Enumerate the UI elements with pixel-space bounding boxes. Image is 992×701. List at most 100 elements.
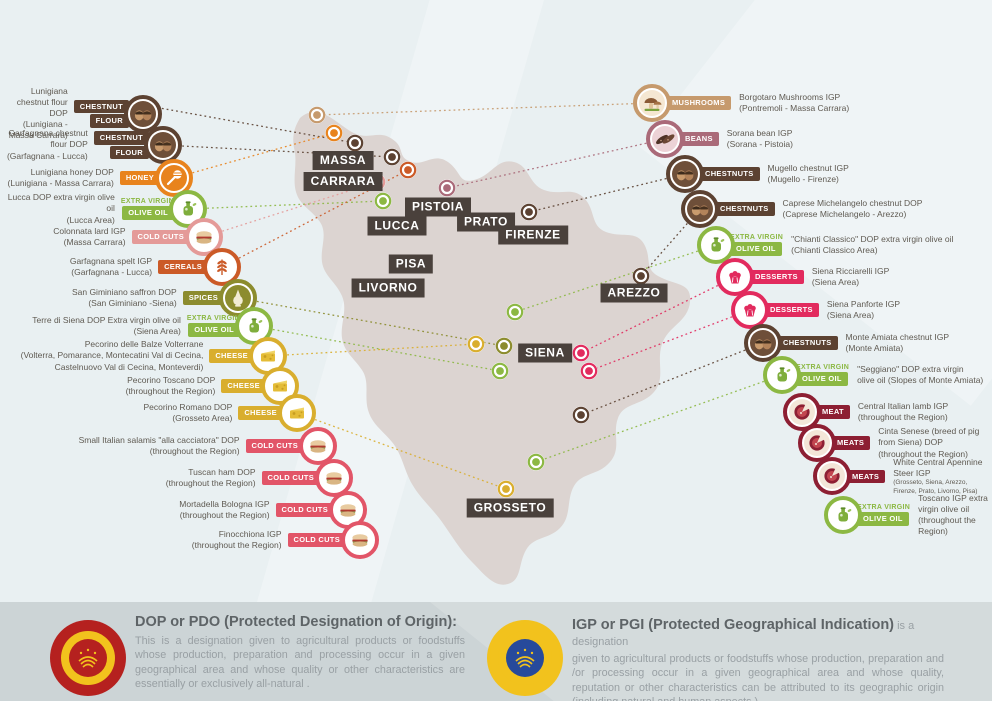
product-text: Pecorino delle Balze Volterrane (Volterra… bbox=[8, 339, 204, 372]
beans-icon bbox=[652, 126, 678, 152]
product-name: "Chianti Classico" DOP extra virgin oliv… bbox=[791, 233, 954, 244]
product-text: Caprese Michelangelo chestnut DOP (Capres… bbox=[783, 198, 923, 220]
category-tags: DESSERTS bbox=[749, 270, 804, 284]
city-label-text: GROSSETO bbox=[466, 498, 554, 518]
product-row: EXTRA VIRGIN OLIVE OIL "Seggiano" DOP extr… bbox=[763, 356, 983, 394]
category-tags: EXTRA VIRGIN OLIVE OIL bbox=[796, 364, 849, 386]
category-tags: EXTRA VIRGIN OLIVE OIL bbox=[857, 504, 910, 526]
product-text: Garfagnana chestnut flour DOP (Garfagnana… bbox=[0, 128, 88, 161]
product-text: Central Italian lamb IGP (throughout the … bbox=[858, 401, 948, 423]
igp-title: IGP or PGI (Protected Geographical Indic… bbox=[572, 617, 944, 650]
category-tag: CHEESE bbox=[209, 349, 254, 363]
city-label-livorno: LIVORNO bbox=[351, 278, 425, 298]
product-text: Pecorino Toscano DOP (throughout the Regi… bbox=[126, 375, 216, 397]
product-area: (throughout the Region) bbox=[125, 386, 216, 396]
category-tags: BEANS bbox=[679, 132, 719, 146]
category-tags: MUSHROOMS bbox=[666, 96, 732, 110]
category-tag: OLIVE OIL bbox=[796, 372, 848, 386]
igp-title-rest: is a designation bbox=[572, 620, 915, 648]
category-tag: CEREALS bbox=[158, 260, 208, 274]
product-text: Lunigiana chestnut flour DOP (Lunigiana -… bbox=[0, 86, 68, 141]
category-tag: EXTRA VIRGIN bbox=[857, 504, 911, 512]
product-text: Mortadella Bologna IGP (throughout the Re… bbox=[179, 499, 269, 521]
product-text: Small Italian salamis "alla cacciatora" … bbox=[79, 435, 240, 457]
category-tags: COLD CUTS bbox=[261, 471, 320, 485]
product-name: Tuscan ham DOP bbox=[188, 466, 256, 477]
category-tag: OLIVE OIL bbox=[857, 512, 909, 526]
oliveoil-icon bbox=[769, 362, 795, 388]
product-area: (Garfagnana - Lucca) bbox=[71, 267, 153, 277]
product-name: Cinta Senese (breed of pig from Siena) D… bbox=[878, 426, 980, 448]
category-tag: OLIVE OIL bbox=[188, 323, 240, 337]
category-tags: HONEY bbox=[119, 171, 160, 185]
category-tag: HONEY bbox=[119, 171, 160, 185]
product-text: Monte Amiata chestnut IGP (Monte Amiata) bbox=[846, 332, 949, 354]
coldcuts-icon bbox=[321, 465, 347, 491]
dop-title: DOP or PDO (Protected Designation of Ori… bbox=[135, 614, 457, 630]
product-name: Caprese Michelangelo chestnut DOP bbox=[782, 197, 923, 208]
product-row: CHESTNUTS Caprese Michelangelo chestnut D… bbox=[681, 190, 922, 228]
product-area: (Massa Carrara) bbox=[63, 237, 126, 247]
category-tag: OLIVE OIL bbox=[122, 206, 174, 220]
category-tag: COLD CUTS bbox=[245, 439, 304, 453]
meat-icon bbox=[789, 399, 815, 425]
product-area: (throughout the Region) bbox=[179, 510, 270, 520]
product-name: Siena Panforte IGP bbox=[826, 298, 901, 309]
badge-circle bbox=[824, 496, 862, 535]
city-label-siena: SIENA bbox=[518, 343, 572, 363]
product-name: Siena Ricciarelli IGP bbox=[811, 265, 890, 276]
dop-seal-core bbox=[69, 639, 107, 677]
badge-circle bbox=[783, 393, 821, 431]
dop-legend: DOP or PDO (Protected Designation of Ori… bbox=[135, 614, 465, 691]
product-area: (throughout the Region) bbox=[149, 446, 240, 456]
product-name: Garfagnana spelt IGP bbox=[69, 255, 153, 266]
product-name: White Central Apennine Steer IGP bbox=[893, 457, 983, 479]
category-tag: EXTRA VIRGIN bbox=[796, 364, 850, 372]
cheese-icon bbox=[267, 373, 293, 399]
dop-seal bbox=[50, 620, 126, 696]
category-tag: EXTRA VIRGIN bbox=[186, 315, 240, 323]
product-area: (Pontremoli - Massa Carrara) bbox=[739, 103, 850, 113]
city-label-pisa: PISA bbox=[388, 254, 434, 274]
product-area: (Sorana - Pistoia) bbox=[726, 139, 793, 149]
category-tag: CHEESE bbox=[221, 379, 266, 393]
product-text: San Giminiano saffron DOP (San Giminiano … bbox=[72, 287, 177, 309]
product-name: Lunigiana honey DOP bbox=[30, 166, 114, 177]
product-row: MEATS Cinta Senese (breed of pig from Sie… bbox=[798, 424, 992, 462]
city-label-grosseto: GROSSETO bbox=[466, 498, 554, 518]
category-tags: CHESTNUT FLOUR bbox=[73, 99, 129, 128]
coldcuts-icon bbox=[305, 433, 331, 459]
product-name: San Giminiano saffron DOP bbox=[71, 286, 177, 297]
coldcuts-icon bbox=[347, 527, 373, 553]
category-tags: EXTRA VIRGIN OLIVE OIL bbox=[730, 234, 783, 256]
product-row: MEAT Central Italian lamb IGP (throughout … bbox=[783, 393, 948, 431]
chestnut-icon bbox=[150, 132, 176, 158]
product-name: Pecorino Toscano DOP bbox=[127, 374, 216, 385]
product-text: Siena Panforte IGP (Siena Area) bbox=[827, 299, 900, 321]
category-tag: COLD CUTS bbox=[261, 471, 320, 485]
product-area: (throughout the Region) bbox=[918, 515, 976, 537]
category-tag: FLOUR bbox=[109, 145, 149, 159]
product-name: Monte Amiata chestnut IGP bbox=[845, 331, 950, 342]
mushrooms-icon bbox=[639, 90, 665, 116]
category-tag: EXTRA VIRGIN bbox=[730, 234, 784, 242]
igp-title-bold: IGP or PGI (Protected Geographical Indic… bbox=[572, 617, 895, 633]
igp-seal-core bbox=[506, 639, 544, 677]
product-area: (throughout the Region) bbox=[857, 412, 948, 422]
category-tags: MEATS bbox=[846, 469, 886, 484]
product-row: MUSHROOMS Borgotaro Mushrooms IGP (Pontrem… bbox=[633, 84, 849, 122]
product-row: Pecorino Toscano DOP (throughout the Regi… bbox=[0, 367, 299, 405]
category-tag: CHEESE bbox=[238, 406, 283, 420]
dop-seal-ring bbox=[61, 631, 115, 685]
oliveoil-icon bbox=[830, 502, 856, 529]
cheese-icon bbox=[284, 400, 310, 426]
product-row: MEATS White Central Apennine Steer IGP (Gr… bbox=[813, 457, 992, 496]
city-label-lucca: LUCCA bbox=[367, 216, 427, 236]
product-text: Terre di Siena DOP Extra virgin olive oi… bbox=[32, 315, 181, 337]
product-name: Lucca DOP extra virgin olive oil bbox=[7, 192, 115, 214]
product-area: (Grosseto, Siena, Arezzo, Firenze, Prato… bbox=[893, 479, 978, 495]
category-tags: COLD CUTS bbox=[131, 230, 190, 244]
category-tag: CHESTNUTS bbox=[699, 167, 760, 181]
category-tag: MEATS bbox=[831, 436, 871, 450]
category-tag: FLOUR bbox=[89, 114, 129, 128]
